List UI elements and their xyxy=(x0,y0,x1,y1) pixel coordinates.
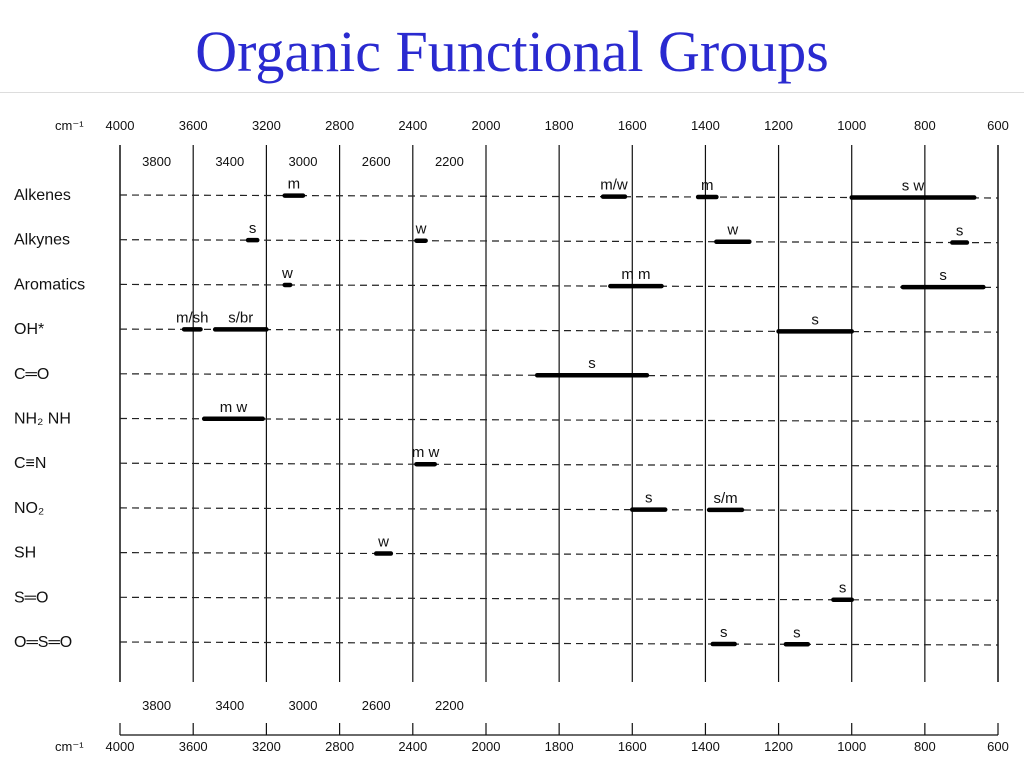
band-label: s/m xyxy=(713,490,737,507)
band-label: m w xyxy=(220,399,248,416)
band-label: s xyxy=(956,223,964,240)
row-guide xyxy=(119,194,999,199)
tick-label-bottom: 1600 xyxy=(618,739,647,754)
tick-label-bottom: 800 xyxy=(914,739,936,754)
tick-label-top: 1800 xyxy=(545,118,574,133)
tick-label-bottom: 1400 xyxy=(691,739,720,754)
band-label: w xyxy=(377,533,389,550)
tick-label-bottom: 1800 xyxy=(545,739,574,754)
minor-tick-label-bottom: 3000 xyxy=(289,698,318,713)
tick-label-top: 1400 xyxy=(691,118,720,133)
band-label: w xyxy=(281,265,293,282)
tick-label-bottom: 600 xyxy=(987,739,1009,754)
tick-label-top: 1600 xyxy=(618,118,647,133)
group-label: Alkynes xyxy=(14,232,70,249)
band-label: s xyxy=(720,624,728,641)
group-label: S═O xyxy=(14,589,48,606)
band-label: s xyxy=(839,580,847,597)
row-guide xyxy=(119,551,999,557)
band-label: m xyxy=(701,177,714,194)
tick-label-top: 1200 xyxy=(764,118,793,133)
band-label: s xyxy=(939,267,947,284)
tick-label-top: 3600 xyxy=(179,118,208,133)
row-guide xyxy=(119,417,999,423)
minor-tick-label-top: 2600 xyxy=(362,154,391,169)
band-label: w xyxy=(726,222,738,239)
absorption-bands: m m/w m s w s w w s w m m s m/sh s/br s s m w m w s s/m w s s… xyxy=(176,176,986,647)
band-label: m w xyxy=(412,444,440,461)
tick-label-top: 800 xyxy=(914,118,936,133)
unit-label-bottom: cm⁻¹ xyxy=(55,739,84,754)
tick-label-bottom: 1200 xyxy=(764,739,793,754)
group-label: Alkenes xyxy=(14,187,71,204)
row-guide xyxy=(119,373,999,378)
group-rows: Alkenes Alkynes Aromatics OH* C═O NH₂ NH C≡N NO… xyxy=(14,187,999,651)
band-label: w xyxy=(415,221,427,238)
tick-label-top: 4000 xyxy=(106,118,135,133)
minor-tick-label-bottom: 3800 xyxy=(142,698,171,713)
row-guide xyxy=(119,596,999,601)
band-label: m xyxy=(288,176,301,193)
chart-axes: cm⁻¹ cm⁻¹ 4000 4000 3600 3600 3200 3200 2800 2800… xyxy=(55,118,1009,754)
tick-label-bottom: 3200 xyxy=(252,739,281,754)
band-label: s w xyxy=(902,178,925,195)
tick-label-top: 600 xyxy=(987,118,1009,133)
minor-tick-label-top: 2200 xyxy=(435,154,464,169)
tick-label-top: 1000 xyxy=(837,118,866,133)
tick-label-bottom: 4000 xyxy=(106,739,135,754)
unit-label-top: cm⁻¹ xyxy=(55,118,84,133)
minor-tick-label-top: 3000 xyxy=(289,154,318,169)
group-label: OH* xyxy=(14,321,44,338)
tick-label-bottom: 3600 xyxy=(179,739,208,754)
group-label: C≡N xyxy=(14,455,46,472)
group-label: Aromatics xyxy=(14,276,85,293)
tick-label-bottom: 2000 xyxy=(472,739,501,754)
chart-grid xyxy=(119,145,999,682)
group-label: O═S═O xyxy=(14,634,72,651)
row-guide xyxy=(119,641,999,646)
band-label: s xyxy=(249,220,257,237)
tick-label-bottom: 2400 xyxy=(398,739,427,754)
tick-label-top: 2000 xyxy=(472,118,501,133)
title-divider xyxy=(0,92,1024,93)
band-label: m m xyxy=(621,266,650,283)
minor-tick-label-bottom: 2200 xyxy=(435,698,464,713)
minor-tick-label-bottom: 2600 xyxy=(362,698,391,713)
tick-label-bottom: 2800 xyxy=(325,739,354,754)
group-label: C═O xyxy=(14,366,49,383)
group-label: NH₂ NH xyxy=(14,411,71,428)
page-title: Organic Functional Groups xyxy=(195,19,829,84)
band-label: s xyxy=(811,311,819,328)
minor-tick-label-top: 3400 xyxy=(215,154,244,169)
minor-tick-label-top: 3800 xyxy=(142,154,171,169)
band-label: s xyxy=(793,624,801,641)
minor-tick-label-bottom: 3400 xyxy=(215,698,244,713)
tick-label-top: 2400 xyxy=(398,118,427,133)
tick-label-bottom: 1000 xyxy=(837,739,866,754)
band-label: m/w xyxy=(600,177,628,194)
band-label: s/br xyxy=(228,309,253,326)
band-label: m/sh xyxy=(176,309,209,326)
group-label: SH xyxy=(14,545,36,562)
row-guide xyxy=(119,507,999,512)
tick-label-top: 3200 xyxy=(252,118,281,133)
row-guide xyxy=(119,462,999,467)
row-guide xyxy=(119,283,999,288)
band-label: s xyxy=(645,490,653,507)
row-guide xyxy=(119,239,999,244)
tick-label-top: 2800 xyxy=(325,118,354,133)
group-label: NO₂ xyxy=(14,500,44,517)
band-label: s xyxy=(588,355,596,372)
